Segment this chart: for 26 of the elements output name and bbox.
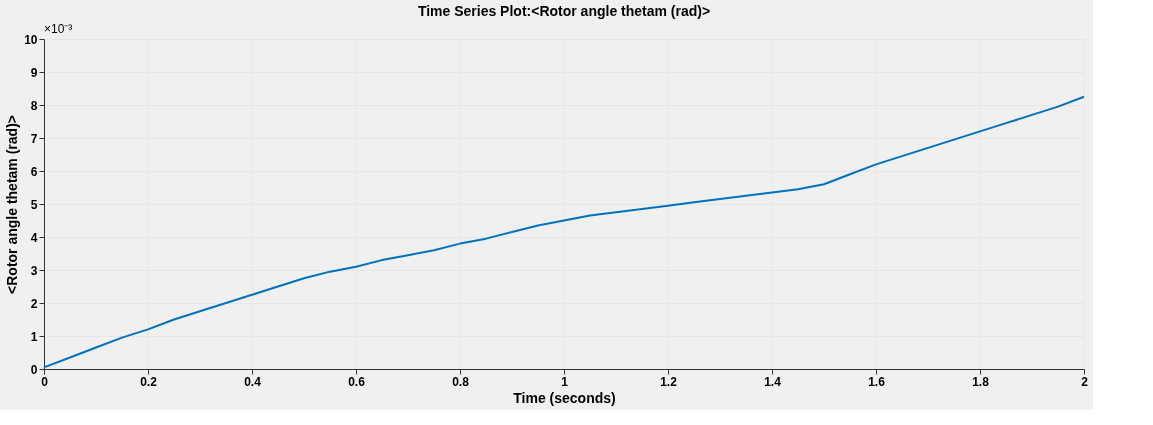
x-tick-label: 1.4 xyxy=(764,374,782,389)
x-tick-label: 0.8 xyxy=(452,374,470,389)
x-tick-label: 1.2 xyxy=(660,374,678,389)
text: ×10⁻³ xyxy=(44,22,73,36)
y-tick-label: 8 xyxy=(30,98,38,113)
x-axis-title: Time (seconds) xyxy=(513,389,616,406)
x-tick-label: 2 xyxy=(1081,374,1089,389)
y-tick-label: 10 xyxy=(24,32,38,47)
y-tick-label: 3 xyxy=(30,263,38,278)
y-tick-label: 5 xyxy=(30,197,38,212)
x-tick-label: 1.8 xyxy=(972,374,990,389)
y-tick-label: 4 xyxy=(30,230,38,245)
y-tick-label: 7 xyxy=(30,131,38,146)
y-tick-label: 6 xyxy=(30,164,38,179)
y-tick-label: 2 xyxy=(30,296,38,311)
y-tick-label: 1 xyxy=(30,329,38,344)
x-tick-label: 1.6 xyxy=(868,374,886,389)
x-tick-label: 0.6 xyxy=(348,374,366,389)
x-tick-label: 0.4 xyxy=(244,374,262,389)
x-tick-label: 0 xyxy=(41,374,49,389)
chart-title: Time Series Plot:<Rotor angle thetam (rad)> xyxy=(417,3,711,19)
x-tick-label: 1 xyxy=(561,374,569,389)
y-axis-title: <Rotor angle thetam (rad)> xyxy=(4,115,21,294)
y-tick-label: 9 xyxy=(30,65,38,80)
y-tick-label: 0 xyxy=(30,362,38,377)
x-tick-label: 0.2 xyxy=(140,374,158,389)
